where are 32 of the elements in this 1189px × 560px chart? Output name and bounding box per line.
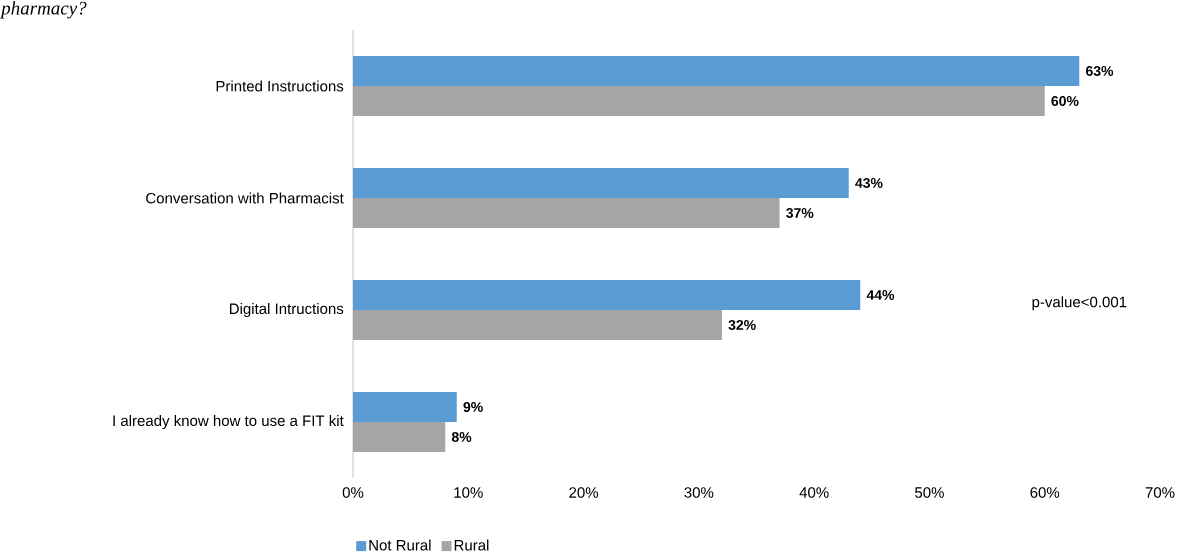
data-label: 63% xyxy=(1086,66,1114,76)
bar xyxy=(353,56,1080,86)
text: pharmacy? xyxy=(0,1,87,19)
x-tick-label: 30% xyxy=(684,487,714,498)
y-tick-label: Printed Instructions xyxy=(216,80,344,92)
bar xyxy=(353,168,849,198)
x-tick-label: 20% xyxy=(569,487,599,498)
x-tick-label: 10% xyxy=(454,487,483,498)
x-tick-label: 0% xyxy=(342,487,364,498)
bar xyxy=(353,280,861,310)
data-label: 37% xyxy=(786,208,814,218)
data-label: 43% xyxy=(855,178,883,188)
bar xyxy=(353,310,722,340)
data-label: 44% xyxy=(866,290,895,300)
x-tick-label: 70% xyxy=(1145,487,1175,498)
data-label: 32% xyxy=(728,320,756,330)
legend-label: Not Rural xyxy=(369,539,431,551)
x-tick-label: 50% xyxy=(915,487,944,498)
annotation: p-value<0.001 xyxy=(1032,296,1127,311)
y-tick-label: Conversation with Pharmacist xyxy=(146,192,344,204)
data-label: 9% xyxy=(463,402,483,412)
x-tick-label: 60% xyxy=(1030,487,1060,498)
bar xyxy=(353,392,457,422)
y-tick-label: I already know how to use a FIT kit xyxy=(113,415,344,429)
legend-label: Rural xyxy=(454,539,489,551)
x-tick-label: 40% xyxy=(799,487,829,498)
bar xyxy=(353,198,780,228)
bar xyxy=(353,86,1045,116)
data-label: 8% xyxy=(451,432,472,442)
bar xyxy=(353,422,446,452)
y-tick-label: Digital Intructions xyxy=(229,303,344,317)
data-label: 60% xyxy=(1051,96,1079,106)
